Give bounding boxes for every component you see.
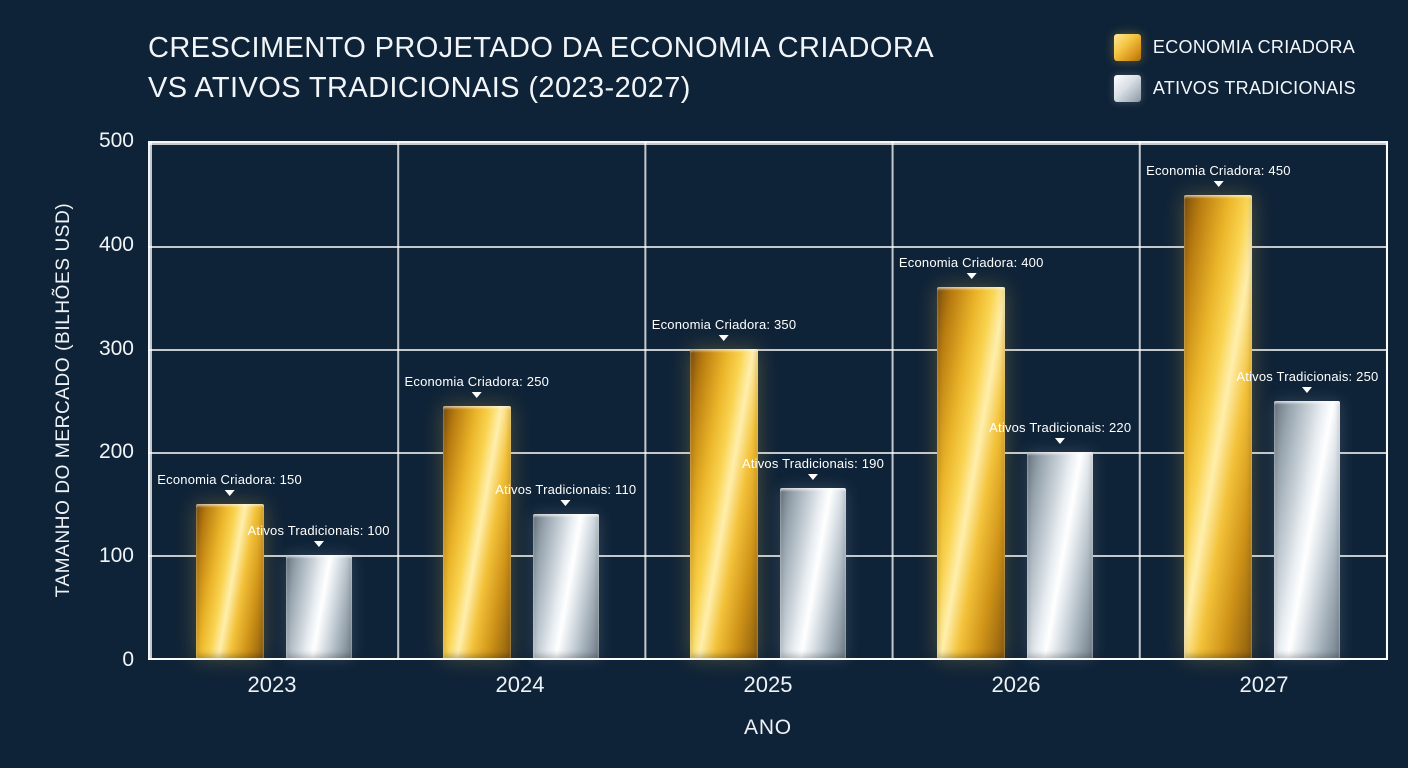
bar-label-text-ativos-tradicionais-2025: Ativos Tradicionais: 190 [741, 456, 885, 472]
bar-label-economia-criadora-2025: Economia Criadora: 350 [652, 317, 797, 341]
bar-economia-criadora-2026 [937, 287, 1006, 658]
arrow-down-icon [1302, 386, 1313, 393]
bar-slot-economia-criadora-2024: Economia Criadora: 250 [405, 143, 549, 658]
bar-group-2024: Economia Criadora: 250 Ativos Tradicionai… [397, 143, 644, 658]
bar-label-text-economia-criadora-2027: Economia Criadora: 450 [1146, 162, 1291, 178]
bar-slot-ativos-tradicionais-2025: Ativos Tradicionais: 190 [742, 143, 884, 658]
bar-label-text-economia-criadora-2024: Economia Criadora: 250 [404, 373, 550, 389]
bar-slot-ativos-tradicionais-2024: Ativos Tradicionais: 110 [495, 143, 636, 658]
arrow-down-icon [313, 541, 324, 547]
bar-ativos-tradicionais-2024 [532, 513, 599, 658]
bar-group-2026: Economia Criadora: 400 Ativos Tradicionai… [892, 143, 1139, 658]
legend: ECONOMIA CRIADORA ATIVOS TRADICIONAIS [1113, 34, 1356, 102]
plot-area: Economia Criadora: 150 Ativos Tradicionai… [148, 141, 1388, 660]
bar-economia-criadora-2025 [690, 349, 758, 658]
bar-ativos-tradicionais-2026 [1027, 452, 1094, 658]
arrow-down-icon [1213, 180, 1224, 187]
x-tick-2025: 2025 [743, 672, 793, 697]
bar-economia-criadora-2027 [1184, 194, 1253, 658]
bar-slot-economia-criadora-2026: Economia Criadora: 400 [899, 143, 1043, 658]
arrow-down-icon [808, 474, 818, 481]
y-tick-500: 500 [98, 129, 134, 152]
bar-label-text-ativos-tradicionais-2023: Ativos Tradicionais: 100 [247, 523, 390, 538]
bar-label-text-ativos-tradicionais-2024: Ativos Tradicionais: 110 [495, 481, 637, 497]
x-axis-ticks: 2023 2024 2025 2026 2027 [148, 672, 1388, 698]
bar-economia-criadora-2023 [195, 503, 264, 658]
bar-label-economia-criadora-2026: Economia Criadora: 400 [898, 255, 1044, 280]
bar-label-text-ativos-tradicionais-2027: Ativos Tradicionais: 250 [1236, 368, 1379, 384]
bar-label-economia-criadora-2023: Economia Criadora: 150 [157, 472, 302, 496]
bar-group-2025: Economia Criadora: 350 Ativos Tradicionai… [644, 143, 891, 658]
bar-label-text-economia-criadora-2025: Economia Criadora: 350 [651, 317, 797, 332]
bar-ativos-tradicionais-2023 [285, 555, 352, 658]
x-tick-2026: 2026 [991, 672, 1041, 697]
plot-groups: Economia Criadora: 150 Ativos Tradicionai… [150, 143, 1386, 658]
legend-swatch-silver-icon [1113, 75, 1141, 102]
bar-label-ativos-tradicionais-2026: Ativos Tradicionais: 220 [989, 420, 1131, 444]
bar-label-text-economia-criadora-2023: Economia Criadora: 150 [157, 471, 302, 487]
bar-label-text-economia-criadora-2026: Economia Criadora: 400 [898, 255, 1044, 271]
chart-title-line2: VS ATIVOS TRADICIONAIS (2023-2027) [148, 72, 691, 104]
bar-label-ativos-tradicionais-2023: Ativos Tradicionais: 100 [248, 523, 390, 547]
y-axis-ticks: 500 400 300 200 100 0 [0, 129, 134, 671]
bar-label-ativos-tradicionais-2024: Ativos Tradicionais: 110 [495, 482, 636, 506]
bar-group-2027: Economia Criadora: 450 Ativos Tradicionai… [1139, 143, 1386, 658]
bar-label-text-ativos-tradicionais-2026: Ativos Tradicionais: 220 [989, 420, 1132, 435]
arrow-down-icon [224, 489, 235, 496]
y-tick-100: 100 [98, 544, 134, 568]
chart-title-line1: CRESCIMENTO PROJETADO DA ECONOMIA CRIADO… [148, 32, 934, 64]
arrow-down-icon [966, 273, 977, 280]
x-axis-title: ANO [744, 716, 792, 739]
y-tick-400: 400 [98, 232, 134, 256]
x-tick-2027: 2027 [1239, 672, 1289, 697]
arrow-down-icon [471, 391, 482, 398]
arrow-down-icon [719, 335, 729, 341]
arrow-down-icon [560, 499, 571, 506]
y-tick-300: 300 [98, 336, 134, 360]
legend-label-economia-criadora: ECONOMIA CRIADORA [1152, 37, 1356, 57]
bar-slot-ativos-tradicionais-2027: Ativos Tradicionais: 250 [1236, 143, 1378, 658]
bar-slot-ativos-tradicionais-2023: Ativos Tradicionais: 100 [248, 143, 389, 658]
y-tick-0: 0 [122, 648, 134, 671]
bar-slot-ativos-tradicionais-2026: Ativos Tradicionais: 220 [989, 143, 1131, 658]
bar-slot-economia-criadora-2027: Economia Criadora: 450 [1146, 143, 1291, 658]
legend-swatch-gold-icon [1113, 34, 1141, 61]
bar-ativos-tradicionais-2025 [780, 488, 846, 658]
legend-item-economia-criadora: ECONOMIA CRIADORA [1113, 34, 1356, 61]
bar-group-2023: Economia Criadora: 150 Ativos Tradicionai… [150, 143, 397, 658]
bar-label-economia-criadora-2027: Economia Criadora: 450 [1146, 163, 1291, 187]
arrow-down-icon [1055, 438, 1066, 444]
legend-item-ativos-tradicionais: ATIVOS TRADICIONAIS [1113, 75, 1356, 102]
x-tick-2023: 2023 [247, 672, 297, 697]
bar-economia-criadora-2024 [442, 405, 511, 658]
y-tick-200: 200 [98, 440, 134, 464]
x-tick-2024: 2024 [495, 672, 545, 697]
bar-ativos-tradicionais-2027 [1274, 400, 1341, 658]
bar-label-ativos-tradicionais-2027: Ativos Tradicionais: 250 [1236, 369, 1378, 393]
legend-label-ativos-tradicionais: ATIVOS TRADICIONAIS [1152, 78, 1356, 98]
chart-title: CRESCIMENTO PROJETADO DA ECONOMIA CRIADO… [148, 28, 934, 108]
bar-label-economia-criadora-2024: Economia Criadora: 250 [405, 374, 550, 398]
bar-slot-economia-criadora-2023: Economia Criadora: 150 [157, 143, 302, 658]
bar-label-ativos-tradicionais-2025: Ativos Tradicionais: 190 [741, 456, 885, 481]
bar-slot-economia-criadora-2025: Economia Criadora: 350 [652, 143, 796, 658]
